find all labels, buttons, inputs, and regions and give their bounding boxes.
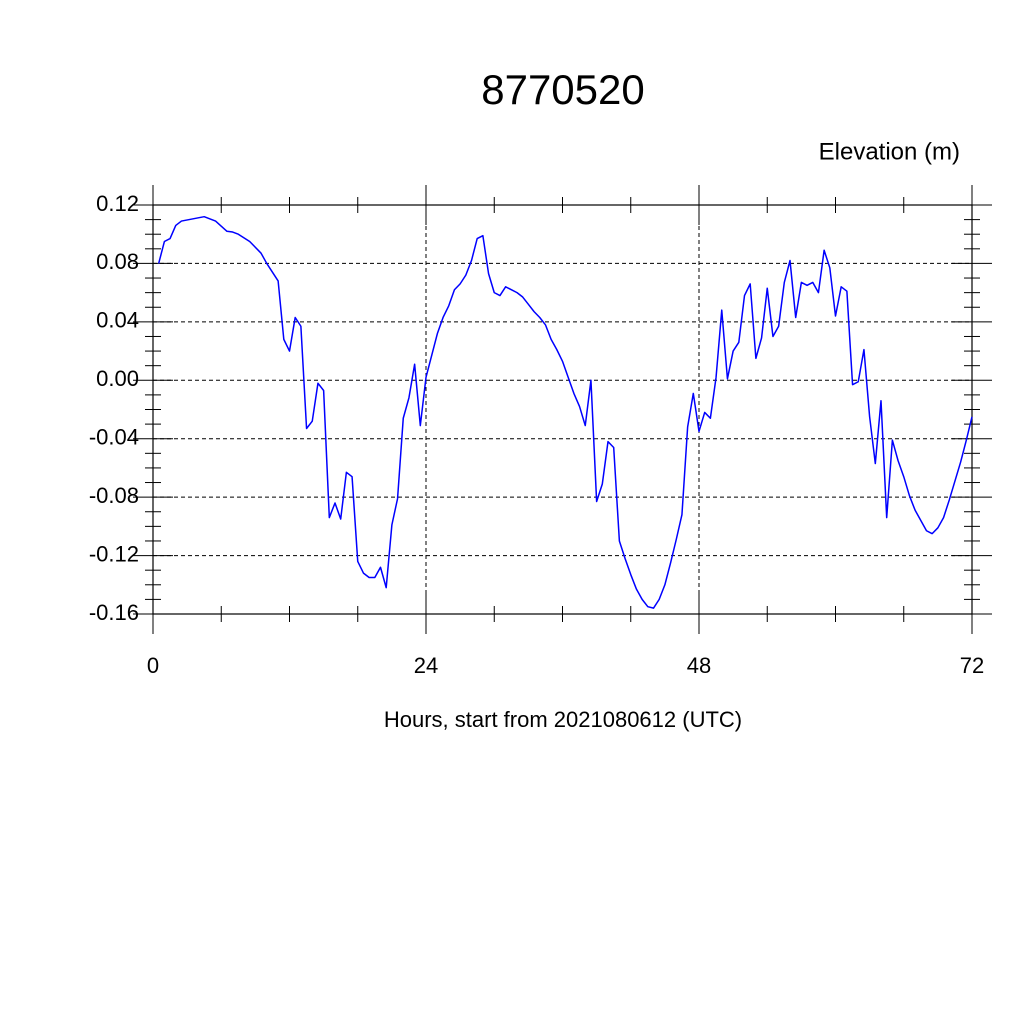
plot-frame [152,204,973,615]
chart-title: 8770520 [481,66,645,113]
data-line [157,215,973,609]
x-tick-label: 24 [414,653,438,678]
y-tick-label: -0.08 [89,483,139,508]
y-tick-label: -0.12 [89,541,139,566]
y-tick-label: -0.16 [89,600,139,625]
x-tick-label: 48 [687,653,711,678]
y-tick-label: 0.08 [96,249,139,274]
x-tick-label: 72 [960,653,984,678]
y-tick-label: 0.12 [96,191,139,216]
y-tick-label: 0.00 [96,366,139,391]
x-axis-label: Hours, start from 2021080612 (UTC) [384,707,742,732]
y-axis-label: Elevation (m) [819,138,960,165]
x-tick-label: 0 [147,653,159,678]
y-tick-label: 0.04 [96,308,139,333]
y-tick-label: -0.04 [89,425,139,450]
